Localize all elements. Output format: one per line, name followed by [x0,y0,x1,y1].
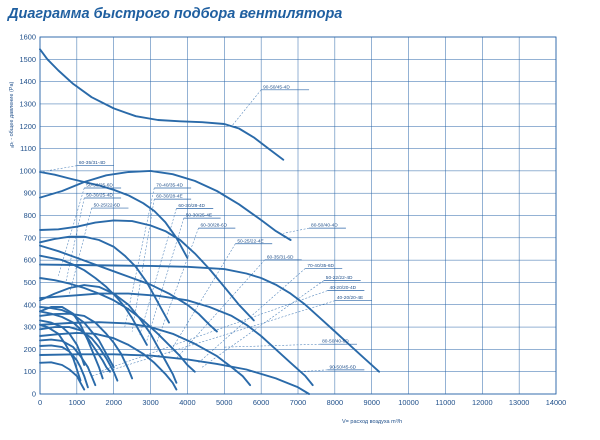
curve-label: 50-30/25-4D [86,193,113,199]
x-tick-label: 2000 [105,398,121,407]
y-tick-label: 1400 [20,77,36,86]
y-tick-label: 1600 [20,33,36,42]
curve-label: 50-25/22-6D [94,203,121,209]
curve-labels: 90-50/45-4D 60-35/31-4D 50-30/25-6D 70-40/3… [76,84,372,370]
fan-curve-70-40/35-4D [39,219,255,322]
y-tick-label: 600 [24,256,36,265]
curve-label: 90-50/45-6D [329,364,356,370]
label-leader-line [198,268,306,363]
fan-curve-60-35/31-6D [39,263,381,373]
label-leader-line [176,259,266,359]
fan-curve-40-20/20-6E [39,344,89,389]
y-tick-label: 100 [24,367,36,376]
curve-label: 60-30/28-4E [156,194,182,200]
label-leader-line [231,89,262,127]
fan-curve-60-30/28-6D [39,331,178,391]
fan-curve-40-20/20-6D [39,338,97,387]
curve-label: 40-20/20-4D [329,285,356,291]
y-tick-label: 900 [24,189,36,198]
y-axis-label: ₐpₜ - общее давление (Pa) [9,81,15,148]
curve-label: 40-20/20-4E [337,295,363,301]
label-leader-line [202,280,324,368]
fan-curve-30-15/15-4D [39,323,82,382]
curve-label: 70-40/35-4D [156,182,183,188]
curve-label: 50-30/25-6D [86,182,113,188]
x-tick-label: 3000 [142,398,158,407]
curve-label: 80-50/40-6D [322,339,349,345]
curve-label: 60-35/31-4D [79,160,106,166]
fan-curve-50-22/22-4D [39,284,178,384]
label-leader-line [69,208,92,294]
fan-curve-90-50/45-4D [39,48,285,161]
y-tick-label: 1300 [20,99,36,108]
curve-label: 60-30/28-4D [178,203,205,209]
fan-curve-40-20/20-4D [39,306,115,369]
fan-curve-50-25/22-4E [39,277,196,373]
y-tick-label: 800 [24,211,36,220]
curve-label: 50-30/25-4E [186,213,212,219]
page-title: Диаграмма быстрого подбора вентилятора [8,6,343,22]
y-tick-label: 0 [32,390,36,399]
label-leader-line [39,165,77,173]
y-tick-label: 1000 [20,166,36,175]
fan-curve-35-15/15-6D [39,361,86,391]
curve-label: 50-25/22-4E [237,238,263,244]
x-tick-label: 13000 [509,398,530,407]
x-tick-label: 9000 [363,398,379,407]
y-tick-label: 400 [24,300,36,309]
y-tick-label: 1500 [20,55,36,64]
y-tick-label: 300 [24,323,36,332]
y-tick-label: 500 [24,278,36,287]
fan-curve-70-40/35-6D [39,292,314,387]
curve-label: 50-22/22-4D [326,275,353,281]
x-tick-label: 8000 [327,398,343,407]
axes: 0 100 200 300 400 500 600 700 800 900 1000 1100 1200… [20,33,567,408]
curve-label: 60-30/28-6D [200,223,227,229]
x-tick-label: 12000 [472,398,493,407]
x-axis-label: V= расход воздуха m³/h [342,419,402,425]
label-leader-line [283,227,310,234]
x-tick-label: 11000 [435,398,455,407]
label-leader-line [58,187,85,276]
y-tick-label: 200 [24,345,36,354]
fan-curve-80-50/40-4D [39,169,292,241]
label-leader-line [91,300,335,377]
label-leader-line [297,369,328,372]
curve-label: 70-40/35-6D [307,263,334,269]
plot-frame [39,36,557,395]
fan-curve-30-15/15-4E [39,306,104,380]
x-tick-label: 7000 [290,398,306,407]
x-tick-label: 10000 [398,398,419,407]
x-tick-label: 6000 [253,398,269,407]
y-tick-label: 1100 [20,144,36,153]
y-tick-label: 1200 [20,122,36,131]
fan-curve-50-30/25-4D [39,235,170,324]
x-tick-label: 14000 [546,398,567,407]
x-tick-label: 5000 [216,398,232,407]
fan-curve-90-50/45-6D [39,353,311,395]
label-leader-line [98,290,328,372]
fan-curve-35-15/15-4D [39,319,86,366]
curve-label: 80-50/40-4D [311,223,338,229]
x-tick-label: 4000 [179,398,195,407]
curve-label: 60-35/31-6D [267,254,294,260]
x-tick-label: 0 [38,398,42,407]
y-tick-label: 700 [24,233,36,242]
fan-curve-60-30/28-4E [39,244,218,333]
fan-curve-50-30/25-6D [39,312,134,380]
label-leader-line [131,199,155,332]
curve-label: 90-50/45-4D [263,84,290,90]
fan-curve-80-50/40-6D [39,321,252,387]
fan-curves [39,48,381,395]
label-leader-line [146,218,185,341]
x-tick-label: 1000 [69,398,85,407]
fan-curve-50-25/22-4D [39,254,148,346]
